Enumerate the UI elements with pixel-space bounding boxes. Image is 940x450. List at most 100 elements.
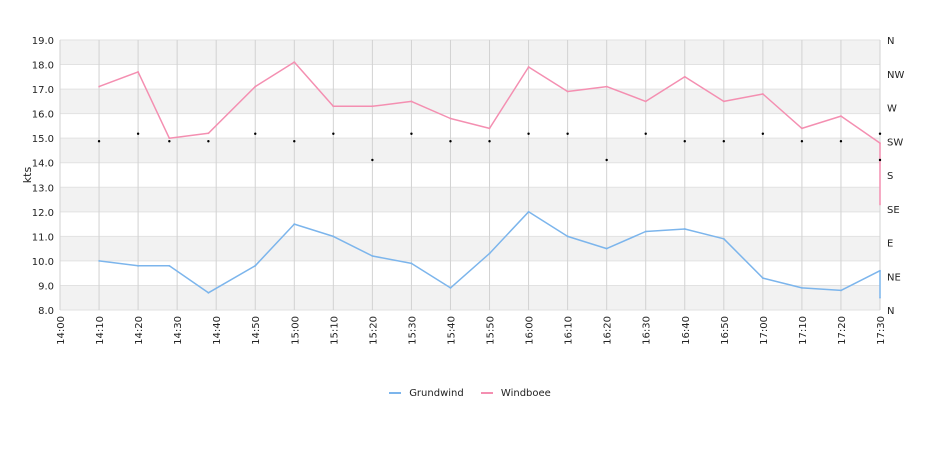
data-point-grundwind <box>488 252 491 255</box>
series-line-grundwind <box>98 211 881 298</box>
x-tick-label: 17:30 <box>876 316 887 345</box>
direction-dots <box>97 132 882 162</box>
data-point-windboee <box>449 117 452 120</box>
wind-chart: 8.0 9.0 10.0 11.0 12.0 13.0 14.0 15.0 16.0 17.0 18… <box>21 36 904 345</box>
x-tick-label: 14:00 <box>56 316 67 345</box>
plot-band <box>60 285 880 310</box>
right-tick-label: N <box>887 36 894 47</box>
data-point-windboee <box>332 105 335 108</box>
y-axis-label: kts <box>21 167 34 184</box>
data-point-grundwind <box>800 286 803 289</box>
x-tick-label: 15:10 <box>329 316 340 345</box>
x-tick-label: 17:20 <box>837 316 848 345</box>
right-tick-label: N <box>887 306 894 317</box>
legend-item-grundwind[interactable]: Grundwind <box>389 388 464 399</box>
plot-band <box>60 187 880 212</box>
x-tick-label: 16:30 <box>642 316 653 345</box>
data-point-grundwind <box>371 255 374 257</box>
direction-dot <box>136 132 140 135</box>
x-tick-label: 15:50 <box>486 316 497 345</box>
y-tick-label: 12.0 <box>32 208 54 219</box>
plot-bands <box>60 40 880 310</box>
plot-band <box>60 40 880 65</box>
data-point-windboee <box>371 105 374 108</box>
x-tick-label: 16:00 <box>525 316 536 345</box>
legend-item-windboee[interactable]: Windboee <box>480 388 551 399</box>
x-tick-label: 14:10 <box>95 316 106 345</box>
y-tick-label: 15.0 <box>32 134 54 145</box>
x-tick-label: 15:00 <box>290 316 301 345</box>
y-tick-label: 14.0 <box>32 159 54 170</box>
y-tick-label: 18.0 <box>32 61 54 72</box>
x-tick-label: 17:10 <box>798 316 809 345</box>
data-point-grundwind <box>879 296 881 299</box>
y-axis-ticks: 8.0 9.0 10.0 11.0 12.0 13.0 14.0 15.0 16.0 17.0 18… <box>32 36 54 317</box>
x-tick-label: 14:50 <box>251 316 262 345</box>
right-tick-label: E <box>887 239 893 250</box>
data-point-windboee <box>410 100 413 103</box>
direction-dot <box>97 140 101 143</box>
data-point-grundwind <box>207 291 210 294</box>
x-tick-label: 14:20 <box>134 316 145 345</box>
data-point-windboee <box>644 100 647 103</box>
x-tick-label: 15:30 <box>407 316 418 345</box>
direction-dot <box>683 140 686 143</box>
direction-dot <box>332 132 335 135</box>
x-tick-label: 16:10 <box>564 316 575 345</box>
direction-dot <box>527 132 530 135</box>
y-tick-label: 9.0 <box>38 281 54 292</box>
data-point-grundwind <box>168 264 171 267</box>
data-point-windboee <box>605 85 608 88</box>
data-point-windboee <box>761 93 764 95</box>
direction-dot <box>722 140 726 143</box>
data-point-grundwind <box>879 269 881 272</box>
data-point-grundwind <box>293 223 296 226</box>
data-point-windboee <box>207 132 210 135</box>
right-tick-label: NW <box>887 70 904 81</box>
y-tick-label: 19.0 <box>32 36 54 47</box>
x-tick-label: 14:40 <box>212 316 223 345</box>
plot-band <box>60 138 880 163</box>
data-point-grundwind <box>527 210 530 213</box>
x-tick-label: 16:40 <box>681 316 692 345</box>
data-point-windboee <box>254 85 257 88</box>
data-point-windboee <box>98 85 101 88</box>
direction-dot <box>371 158 374 162</box>
data-point-windboee <box>488 127 491 130</box>
direction-dot <box>878 158 882 162</box>
right-tick-label: W <box>887 104 897 115</box>
data-point-windboee <box>839 115 842 118</box>
x-axis-ticks: 14:00 14:10 14:20 14:30 14:40 14:50 15:00 15:10… <box>56 316 887 345</box>
right-tick-label: S <box>887 171 893 182</box>
legend-swatch-grundwind <box>389 392 402 394</box>
data-point-grundwind <box>644 230 647 233</box>
data-point-windboee <box>879 142 881 145</box>
direction-dot <box>761 132 765 135</box>
legend-swatch-windboee <box>480 392 493 394</box>
data-point-grundwind <box>566 235 569 238</box>
direction-dot <box>207 140 210 143</box>
series-line-windboee <box>98 61 881 205</box>
direction-dot <box>878 132 882 135</box>
data-point-grundwind <box>683 228 686 230</box>
direction-dot <box>168 140 171 143</box>
direction-dot <box>293 140 296 143</box>
direction-dot <box>839 140 843 143</box>
direction-dot <box>644 132 647 135</box>
right-axis-ticks: N NE E SE S SW W NW N <box>887 36 904 317</box>
data-point-windboee <box>527 66 530 68</box>
data-point-grundwind <box>761 277 764 280</box>
direction-dot <box>605 158 608 162</box>
x-tick-label: 15:20 <box>368 316 379 345</box>
y-tick-label: 10.0 <box>32 257 54 268</box>
direction-dot <box>410 132 413 135</box>
data-point-grundwind <box>605 247 608 250</box>
direction-dot <box>488 140 491 143</box>
legend-label-grundwind: Grundwind <box>409 387 464 399</box>
x-tick-label: 16:50 <box>720 316 731 345</box>
data-point-windboee <box>683 75 686 78</box>
data-point-windboee <box>722 100 725 103</box>
data-point-windboee <box>293 61 296 64</box>
x-tick-label: 15:40 <box>446 316 457 345</box>
x-tick-label: 16:20 <box>603 316 614 345</box>
